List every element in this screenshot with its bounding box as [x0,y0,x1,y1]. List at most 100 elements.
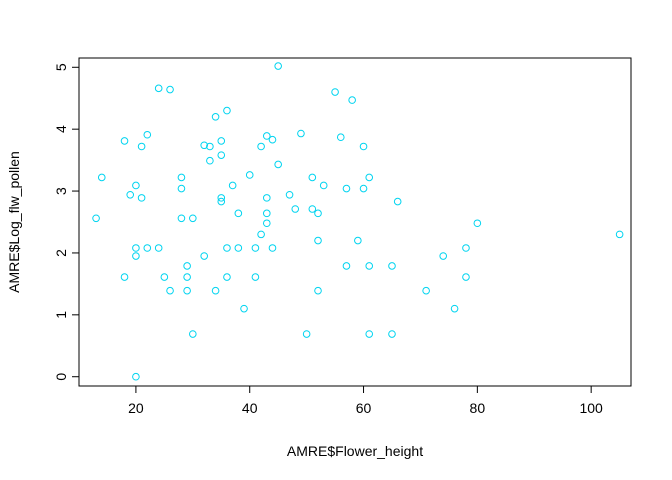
data-point [200,141,208,150]
data-point [132,244,140,252]
data-point [354,236,362,245]
data-point [257,230,265,239]
data-point [308,173,317,182]
data-point [297,129,305,138]
data-point [365,330,374,338]
data-point [262,209,271,218]
data-point [143,244,152,252]
data-point [217,197,226,206]
data-point [422,286,430,295]
data-point [388,330,396,338]
data-point [132,372,140,381]
data-point [183,273,191,281]
y-axis-label: AMRE$Log_flw_pollen [6,151,22,293]
data-point [268,244,277,252]
x-axis-label: AMRE$Flower_height [287,443,423,459]
data-point [126,190,135,199]
data-point [262,132,271,140]
data-point [439,252,448,260]
data-point [262,194,271,202]
data-point [615,230,624,239]
x-tick-label: 80 [470,400,486,416]
data-point [166,286,174,295]
data-points [92,62,624,381]
data-point [160,273,169,281]
x-tick-label: 60 [356,400,372,416]
data-point [234,244,243,252]
x-tick-label: 20 [128,400,144,416]
data-point [177,173,186,182]
data-point [228,181,237,190]
data-point [274,160,282,169]
data-point [308,205,317,213]
data-point [342,262,351,270]
data-point [154,244,163,252]
data-point [319,181,328,190]
data-point [359,184,368,193]
x-axis: 20 40 60 80 100 [128,385,603,416]
data-point [274,62,282,70]
x-tick-label: 40 [242,400,258,416]
plot-frame [78,57,632,387]
data-point [120,137,129,145]
data-point [223,244,231,252]
data-point [143,130,152,139]
y-tick-label: 0 [53,373,69,381]
y-tick-label: 2 [53,249,69,257]
data-point [217,194,226,202]
data-point [166,85,174,94]
data-point [234,209,243,218]
data-point [177,214,186,223]
data-point [245,171,254,179]
data-point [257,142,265,151]
data-point [251,244,260,252]
data-point [336,133,345,142]
data-point [200,252,208,260]
data-point [217,151,226,159]
data-point [97,173,106,182]
data-point [132,181,140,190]
data-point [285,190,294,199]
data-point [189,330,197,338]
y-axis: 0 1 2 3 4 5 [53,63,80,381]
data-point [223,106,231,115]
data-point [137,194,146,202]
data-point [388,262,396,270]
data-point [348,96,356,104]
data-point [268,135,277,144]
data-point [365,262,374,270]
data-point [223,273,231,281]
data-point [137,142,146,151]
data-point [450,304,459,313]
data-point [183,286,191,295]
data-point [462,273,470,281]
data-point [177,184,186,193]
data-point [92,214,100,223]
data-point [462,244,470,252]
data-point [302,330,311,338]
data-point [206,156,214,165]
data-point [342,184,351,193]
data-point [314,236,322,245]
data-point [314,209,322,218]
data-point [132,252,140,260]
data-point [393,197,402,206]
data-point [217,137,226,145]
y-tick-label: 4 [53,125,69,133]
data-point [211,286,220,295]
data-point [262,219,271,228]
data-point [314,286,322,295]
data-point [251,273,260,281]
data-point [473,219,482,228]
y-tick-label: 3 [53,187,69,195]
data-point [120,273,129,281]
x-tick-label: 100 [579,400,603,416]
data-point [331,88,339,96]
y-tick-label: 5 [53,63,69,71]
data-point [211,112,220,121]
data-point [183,262,191,270]
y-tick-label: 1 [53,311,69,319]
data-point [240,304,248,313]
data-point [365,173,374,182]
